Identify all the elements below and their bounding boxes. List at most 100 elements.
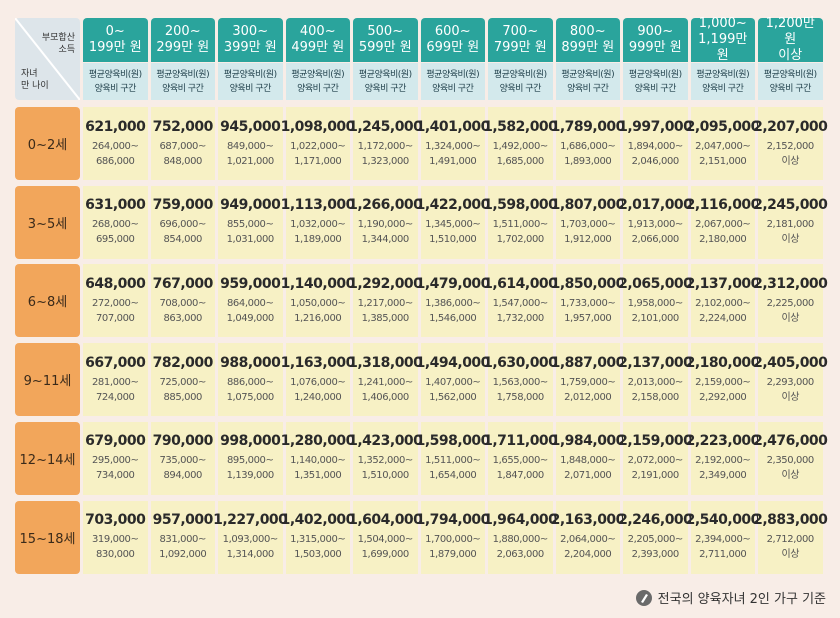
corner-top: 부모합산 소득 bbox=[42, 32, 75, 56]
range-high: 2,204,000 bbox=[564, 549, 612, 560]
column-subheader: 평균양육비(원) 양육비 구간 bbox=[285, 63, 350, 100]
average-cost: 1,140,000 bbox=[280, 275, 356, 292]
average-cost: 2,476,000 bbox=[753, 433, 828, 450]
range-low: 2,181,000 bbox=[766, 219, 815, 231]
row-label: 3~5세 bbox=[15, 185, 80, 259]
table-cell: 1,494,000 1,407,000~ 1,562,000 bbox=[416, 343, 490, 417]
range-high: 1,240,000 bbox=[294, 391, 342, 403]
range-low: 725,000~ bbox=[159, 376, 207, 388]
average-cost: 1,318,000 bbox=[348, 354, 423, 371]
average-cost: 2,163,000 bbox=[550, 512, 626, 528]
table-cell: 679,000 295,000~ 734,000 bbox=[83, 421, 148, 495]
range-low: 2,225,000 bbox=[766, 297, 815, 309]
range-high: 863,000 bbox=[163, 312, 203, 324]
column-subheader-line: 평균양육비(원) bbox=[156, 69, 210, 80]
column-header: 800~ 899만 원 bbox=[555, 18, 620, 62]
column-header: 900~ 999만 원 bbox=[623, 18, 688, 62]
table-cell: 1,789,000 1,686,000~ 1,893,000 bbox=[551, 107, 625, 180]
average-cost: 2,246,000 bbox=[618, 512, 693, 528]
range-low: 708,000~ bbox=[159, 297, 207, 309]
table-cell: 1,422,000 1,345,000~ 1,510,000 bbox=[416, 185, 490, 259]
range-low: 2,072,000~ bbox=[627, 455, 684, 467]
range-high: 1,216,000 bbox=[294, 312, 342, 324]
table-cell: 1,614,000 1,547,000~ 1,732,000 bbox=[483, 264, 558, 338]
range-low: 831,000~ bbox=[159, 534, 207, 545]
range-high: 1,879,000 bbox=[429, 549, 477, 560]
range-high: 1,893,000 bbox=[564, 155, 612, 167]
range-low: 2,159,000~ bbox=[695, 376, 751, 388]
range-high: 1,139,000 bbox=[226, 470, 275, 482]
table-cell: 1,807,000 1,703,000~ 1,912,000 bbox=[551, 185, 625, 259]
range-low: 1,352,000~ bbox=[357, 455, 414, 467]
range-low: 1,700,000~ bbox=[425, 534, 481, 545]
average-cost: 959,000 bbox=[220, 275, 281, 292]
range-high: 885,000 bbox=[163, 391, 203, 403]
column-header-line: 999만 원 bbox=[628, 40, 682, 55]
range-high: 2,066,000 bbox=[631, 234, 680, 246]
range-low: 849,000~ bbox=[226, 140, 274, 152]
average-cost: 1,598,000 bbox=[483, 197, 558, 214]
range-high: 2,151,000 bbox=[699, 155, 747, 167]
range-high: 1,049,000 bbox=[226, 312, 275, 324]
table-cell: 1,266,000 1,190,000~ 1,344,000 bbox=[348, 185, 423, 259]
average-cost: 1,113,000 bbox=[280, 197, 356, 214]
average-cost: 2,207,000 bbox=[753, 118, 828, 135]
table-cell: 667,000 281,000~ 724,000 bbox=[83, 343, 148, 417]
range-low: 2,293,000 bbox=[766, 376, 815, 388]
range-low: 1,407,000~ bbox=[425, 376, 481, 388]
range-low: 1,511,000~ bbox=[492, 219, 549, 231]
average-cost: 1,794,000 bbox=[415, 512, 491, 528]
range-low: 2,394,000~ bbox=[695, 534, 751, 545]
range-high: 848,000 bbox=[163, 155, 203, 167]
range-low: 886,000~ bbox=[226, 376, 274, 388]
row-label: 6~8세 bbox=[15, 264, 80, 338]
range-low: 1,655,000~ bbox=[492, 455, 549, 467]
column-subheader: 평균양육비(원) 양육비 구간 bbox=[758, 63, 823, 100]
range-low: 1,880,000~ bbox=[492, 534, 549, 545]
corner-cell: 부모합산 소득 자녀 만 나이 bbox=[15, 18, 80, 100]
table-cell: 790,000 735,000~ 894,000 bbox=[150, 421, 215, 495]
average-cost: 1,984,000 bbox=[550, 433, 626, 450]
table-cell: 1,711,000 1,655,000~ 1,847,000 bbox=[483, 421, 558, 495]
range-high: 1,171,000 bbox=[294, 155, 342, 167]
range-high: 1,323,000 bbox=[361, 155, 410, 167]
range-low: 1,076,000~ bbox=[290, 376, 346, 388]
range-low: 2,064,000~ bbox=[560, 534, 616, 545]
average-cost: 2,137,000 bbox=[618, 354, 693, 371]
range-high: 1,685,000 bbox=[496, 155, 545, 167]
range-high: 894,000 bbox=[163, 470, 203, 482]
range-low: 1,504,000~ bbox=[357, 534, 414, 545]
range-low: 1,190,000~ bbox=[357, 219, 414, 231]
corner-top-line: 소득 bbox=[58, 45, 75, 55]
table-cell: 1,113,000 1,032,000~ 1,189,000 bbox=[281, 185, 355, 259]
range-high: 1,075,000 bbox=[226, 391, 275, 403]
column-header-line: 1,200만 원 bbox=[765, 16, 815, 47]
table-cell: 2,180,000 2,159,000~ 2,292,000 bbox=[686, 343, 760, 417]
average-cost: 1,964,000 bbox=[483, 512, 558, 528]
range-low: 295,000~ bbox=[91, 455, 139, 467]
range-low: 281,000~ bbox=[91, 376, 139, 388]
column-subheader-line: 양육비 구간 bbox=[432, 83, 474, 94]
average-cost: 2,017,000 bbox=[618, 197, 693, 214]
average-cost: 2,540,000 bbox=[685, 512, 761, 528]
range-low: 696,000~ bbox=[159, 219, 207, 231]
column-subheader-line: 양육비 구간 bbox=[567, 83, 609, 94]
average-cost: 2,245,000 bbox=[753, 197, 828, 214]
range-high: 2,101,000 bbox=[631, 312, 680, 324]
range-high: 이상 bbox=[781, 391, 800, 403]
range-low: 2,192,000~ bbox=[695, 455, 751, 467]
range-low: 272,000~ bbox=[91, 297, 139, 309]
column-header: 200~ 299만 원 bbox=[150, 18, 215, 62]
range-high: 1,758,000 bbox=[496, 391, 545, 403]
column-subheader: 평균양육비(원) 양육비 구간 bbox=[218, 63, 283, 100]
table-cell: 767,000 708,000~ 863,000 bbox=[150, 264, 215, 338]
column-header-line: 200~ bbox=[164, 24, 201, 39]
range-low: 895,000~ bbox=[226, 455, 274, 467]
range-high: 830,000 bbox=[95, 549, 135, 560]
range-low: 1,547,000~ bbox=[492, 297, 549, 309]
range-low: 1,686,000~ bbox=[560, 140, 616, 152]
table-cell: 1,402,000 1,315,000~ 1,503,000 bbox=[281, 500, 355, 574]
column-header-line: 700~ bbox=[502, 24, 539, 39]
table-cell: 2,207,000 2,152,000 이상 bbox=[753, 107, 828, 180]
average-cost: 2,312,000 bbox=[753, 275, 828, 292]
